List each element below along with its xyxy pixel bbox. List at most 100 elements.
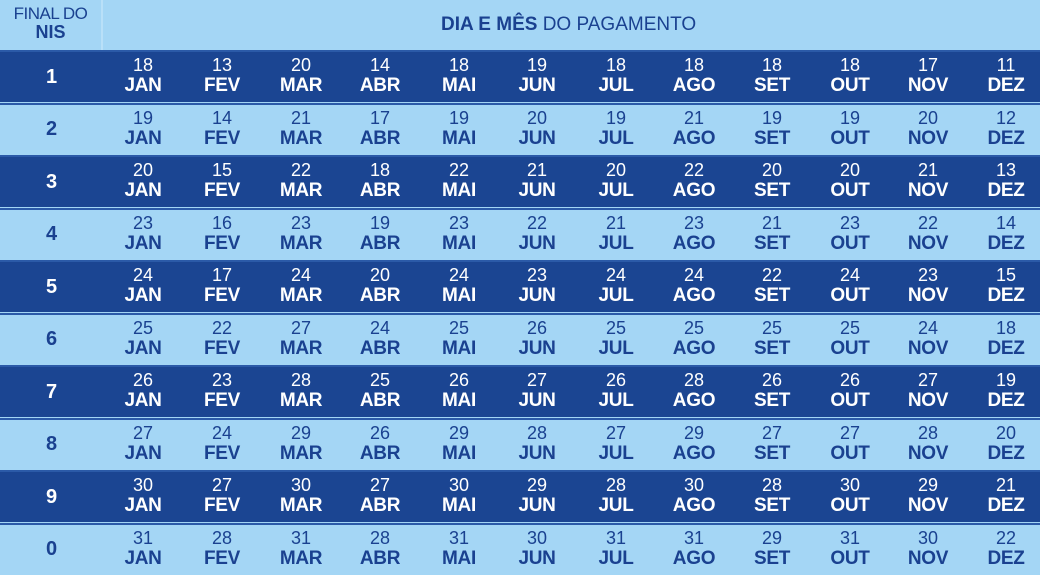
payment-month: AGO bbox=[672, 442, 716, 464]
payment-day: 18 bbox=[683, 55, 705, 75]
payment-month: DEZ bbox=[987, 495, 1025, 516]
payment-day: 26 bbox=[132, 370, 154, 390]
payment-day: 19 bbox=[369, 212, 391, 233]
payment-month: JUL bbox=[598, 337, 634, 359]
payment-month: MAR bbox=[279, 285, 323, 306]
payment-month: ABR bbox=[359, 127, 401, 149]
payment-month: MAR bbox=[279, 232, 323, 254]
payment-date-cell: 28 SET bbox=[732, 472, 812, 522]
payment-day: 27 bbox=[526, 370, 548, 390]
payment-date-cell: 20 NOV bbox=[888, 105, 968, 155]
payment-day: 18 bbox=[369, 160, 391, 180]
payment-month: JUN bbox=[518, 232, 556, 254]
payment-date-cell: 20 OUT bbox=[810, 157, 890, 207]
payment-day: 30 bbox=[917, 527, 939, 548]
payment-day: 25 bbox=[839, 317, 861, 338]
payment-day: 21 bbox=[526, 160, 548, 180]
payment-date-cell: 20 JAN bbox=[103, 157, 183, 207]
payment-day: 20 bbox=[995, 422, 1017, 443]
payment-date-cell: 15 FEV bbox=[182, 157, 262, 207]
payment-month: NOV bbox=[907, 495, 949, 516]
payment-month: NOV bbox=[907, 547, 949, 569]
payment-day: 26 bbox=[448, 370, 470, 390]
payment-day: 19 bbox=[526, 55, 548, 75]
payment-date-header: DIA E MÊS DO PAGAMENTO bbox=[441, 14, 696, 36]
payment-day: 18 bbox=[995, 317, 1017, 338]
payment-day: 23 bbox=[683, 212, 705, 233]
payment-month: FEV bbox=[203, 442, 241, 464]
table-row: 2 19 JAN 14 FEV 21 MAR 17 ABR 19 MAI 20 JUN 19 JUL 21 AG… bbox=[0, 102, 1040, 155]
nis-digit: 9 bbox=[45, 485, 58, 508]
payment-day: 19 bbox=[448, 107, 470, 128]
payment-date-cell: 24 OUT bbox=[810, 262, 890, 312]
payment-month: AGO bbox=[672, 127, 716, 149]
payment-day: 29 bbox=[761, 527, 783, 548]
payment-date-cell: 21 JUL bbox=[576, 210, 656, 260]
payment-month: ABR bbox=[359, 547, 401, 569]
payment-month: JAN bbox=[124, 495, 162, 516]
payment-date-cell: 30 MAR bbox=[261, 472, 341, 522]
payment-month: AGO bbox=[672, 232, 716, 254]
payment-month: JAN bbox=[124, 547, 162, 569]
payment-day: 21 bbox=[761, 212, 783, 233]
payment-date-cell: 18 SET bbox=[732, 52, 812, 102]
payment-date-cell: 14 FEV bbox=[182, 105, 262, 155]
payment-day: 28 bbox=[290, 370, 312, 390]
payment-day: 27 bbox=[211, 475, 233, 495]
payment-month: OUT bbox=[830, 285, 870, 306]
nis-digit: 0 bbox=[45, 538, 58, 560]
payment-date-cell: 19 OUT bbox=[810, 105, 890, 155]
payment-day: 24 bbox=[917, 317, 939, 338]
payment-month: MAI bbox=[442, 285, 476, 306]
payment-date-cell: 11 DEZ bbox=[966, 52, 1040, 102]
payment-month: JUN bbox=[518, 337, 556, 359]
payment-day: 24 bbox=[132, 265, 154, 285]
payment-day: 20 bbox=[369, 265, 391, 285]
payment-day: 17 bbox=[369, 107, 391, 128]
payment-day: 20 bbox=[917, 107, 939, 128]
payment-date-cell: 27 JUL bbox=[576, 420, 656, 470]
payment-date-cell: 24 JAN bbox=[103, 262, 183, 312]
payment-month: DEZ bbox=[987, 232, 1025, 254]
payment-day: 19 bbox=[995, 370, 1017, 390]
payment-date-cell: 19 JAN bbox=[103, 105, 183, 155]
payment-day: 20 bbox=[605, 160, 627, 180]
payment-month: ABR bbox=[359, 337, 401, 359]
payment-day: 24 bbox=[839, 265, 861, 285]
payment-date-cell: 26 ABR bbox=[340, 420, 420, 470]
payment-date-cell: 21 AGO bbox=[654, 105, 734, 155]
payment-day: 20 bbox=[839, 160, 861, 180]
payment-day: 31 bbox=[839, 527, 861, 548]
payment-day: 26 bbox=[839, 370, 861, 390]
payment-date-cell: 31 MAI bbox=[419, 525, 499, 575]
payment-date-cell: 13 FEV bbox=[182, 52, 262, 102]
payment-date-cell: 29 SET bbox=[732, 525, 812, 575]
payment-day: 23 bbox=[211, 370, 233, 390]
payment-day: 22 bbox=[448, 160, 470, 180]
payment-day: 21 bbox=[683, 107, 705, 128]
payment-day: 19 bbox=[839, 107, 861, 128]
payment-date-cell: 22 MAR bbox=[261, 157, 341, 207]
payment-day: 30 bbox=[290, 475, 312, 495]
payment-month: OUT bbox=[830, 180, 870, 201]
payment-date-cell: 19 JUL bbox=[576, 105, 656, 155]
payment-month: MAR bbox=[279, 495, 323, 516]
payment-month: JUN bbox=[518, 180, 556, 201]
nis-digit: 3 bbox=[45, 170, 58, 193]
payment-month: MAR bbox=[279, 390, 323, 411]
payment-date-cell: 21 JUN bbox=[497, 157, 577, 207]
payment-month: JUN bbox=[518, 495, 556, 516]
payment-date-cell: 27 JAN bbox=[103, 420, 183, 470]
payment-day: 29 bbox=[526, 475, 548, 495]
payment-month: MAI bbox=[442, 495, 476, 516]
payment-date-cell: 12 DEZ bbox=[966, 105, 1040, 155]
payment-month: FEV bbox=[203, 495, 241, 516]
payment-day: 19 bbox=[132, 107, 154, 128]
payment-date-cell: 22 SET bbox=[732, 262, 812, 312]
payment-day: 18 bbox=[839, 55, 861, 75]
payment-day: 25 bbox=[761, 317, 783, 338]
payment-date-cell: 23 MAR bbox=[261, 210, 341, 260]
payment-month: AGO bbox=[672, 495, 716, 516]
payment-month: ABR bbox=[359, 75, 401, 96]
payment-month: ABR bbox=[359, 180, 401, 201]
